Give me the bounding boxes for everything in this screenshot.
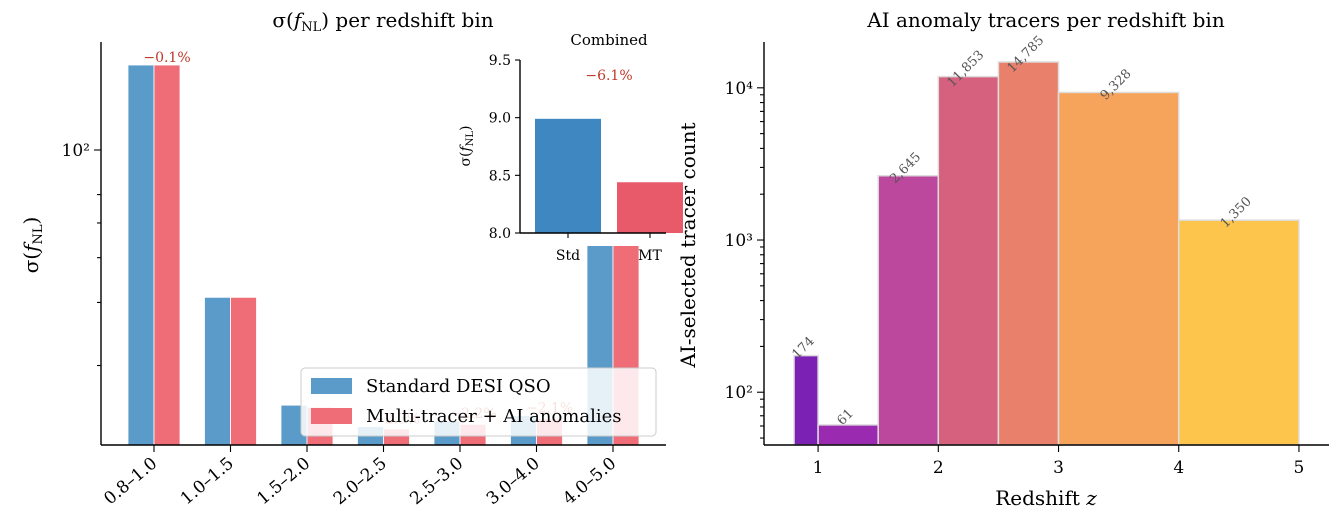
inset-x-tick-label-0: Std [556,248,580,264]
legend-box [300,367,657,437]
right-y-axis-label: AI-selected tracer count [676,122,700,368]
right-x-ticks: 1 2 3 4 5 [813,445,1305,478]
inset-y-axis-label: σ(fNL) [458,125,476,166]
y-tick-label-100: 10² [62,141,90,161]
right-bar-3 [937,75,1000,446]
left-y-axis-label: σ(fNL) [19,217,46,274]
right-x-tick-label-2: 3 [1053,458,1064,478]
right-y-tick-label-2: 10⁴ [725,79,754,99]
right-x-tick-label-0: 1 [813,458,824,478]
left-x-ticks: 0.8–1.0 1.0–1.5 1.5–2.0 2.0–2.5 2.5–3.0 3.0–4… [100,445,620,509]
right-chart-title: AI anomaly tracers per redshift bin [866,8,1225,32]
legend-swatch-multitracer [311,408,352,424]
inset-y-ticks: 8.0 8.5 9.0 9.5 [489,53,520,242]
inset-y-tick-label-1: 8.5 [489,168,511,184]
combined-inset: Combined σ(fNL) 8.0 8.5 9.0 9.5 Std MT −6.1% [458,31,683,264]
left-y-minor-ticks [97,194,101,367]
inset-x-ticks: Std MT [556,233,662,264]
inset-annotation: −6.1% [585,68,632,84]
inset-bar-std [535,118,601,233]
right-x-tick-label-3: 4 [1173,458,1184,478]
right-x-axis-label: Redshift z [995,486,1097,510]
inset-y-tick-label-3: 9.5 [489,53,511,69]
left-x-tick-label-6: 4.0–5.0 [559,454,620,510]
legend-label-standard: Standard DESI QSO [366,376,551,397]
legend-label-multitracer: Multi-tracer + AI anomalies [366,406,621,427]
left-chart-title: σ(fNL) per redshift bin [272,8,493,35]
inset-bars [535,118,683,233]
left-bar-multitracer-1 [230,296,257,446]
right-bar-4 [997,61,1060,446]
right-y-tick-label-0: 10² [725,383,753,403]
left-pct-label-0: −0.1% [143,50,190,66]
left-bar-multitracer-0 [153,64,181,446]
right-y-tick-label-1: 10³ [725,231,753,251]
inset-bar-mt [617,182,683,233]
right-bar-6 [1177,219,1300,446]
right-x-tick-label-1: 2 [933,458,944,478]
sigma-fnl-panel: σ(fNL) per redshift bin σ(fNL) −0.1%−2.3… [19,8,683,509]
right-bars [793,61,1300,446]
right-bar-2 [877,174,940,446]
right-bar-1 [817,424,879,446]
inset-title: Combined [570,31,648,49]
inset-y-tick-label-2: 9.0 [489,111,511,127]
left-x-tick-label-2: 1.5–2.0 [253,454,314,510]
left-bar-standard-0 [127,64,155,446]
left-x-tick-label-1: 1.0–1.5 [177,454,238,510]
legend-swatch-standard [311,378,352,394]
right-y-minor-ticks [760,94,764,439]
legend: Standard DESI QSO Multi-tracer + AI anom… [300,367,657,437]
left-x-tick-label-4: 2.5–3.0 [406,454,467,510]
right-bar-5 [1057,91,1180,446]
inset-y-tick-label-0: 8.0 [489,226,511,242]
left-x-tick-label-0: 0.8–1.0 [100,454,161,510]
right-y-ticks: 10² 10³ 10⁴ [725,79,764,403]
right-bar-0 [793,354,819,446]
left-x-tick-label-3: 2.0–2.5 [330,454,391,510]
left-x-tick-label-5: 3.0–4.0 [483,454,544,510]
left-y-ticks: 10² [62,141,101,161]
inset-x-tick-label-1: MT [638,248,662,264]
left-bar-standard-1 [204,296,231,446]
right-x-tick-label-4: 5 [1294,458,1305,478]
